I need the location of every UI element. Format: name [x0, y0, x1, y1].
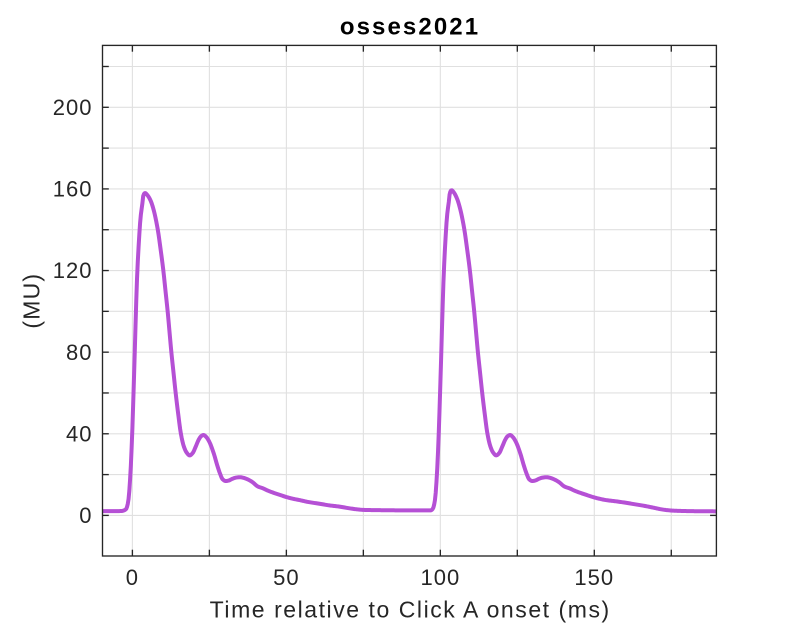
svg-text:osses2021: osses2021 [340, 13, 480, 40]
svg-text:120: 120 [53, 258, 93, 283]
svg-text:100: 100 [420, 565, 460, 590]
svg-text:Time relative to Click A onset: Time relative to Click A onset (ms) [210, 596, 611, 622]
svg-text:80: 80 [66, 340, 92, 365]
svg-text:(MU): (MU) [18, 273, 44, 329]
svg-text:150: 150 [574, 565, 614, 590]
svg-text:160: 160 [53, 177, 93, 202]
svg-text:50: 50 [273, 565, 299, 590]
svg-text:0: 0 [79, 503, 92, 528]
svg-text:200: 200 [53, 95, 93, 120]
svg-text:40: 40 [66, 421, 92, 446]
svg-text:0: 0 [126, 565, 139, 590]
